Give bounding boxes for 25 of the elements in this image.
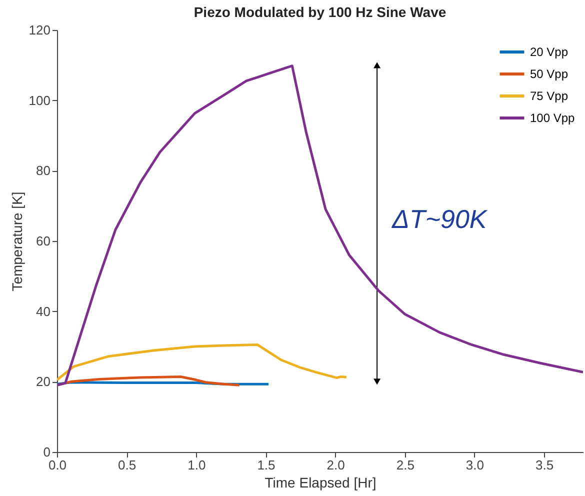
y-tick-label: 20 bbox=[36, 374, 50, 390]
y-tick-label: 0 bbox=[43, 444, 50, 460]
y-tick-label: 60 bbox=[36, 234, 50, 248]
chart-title: Piezo Modulated by 100 Hz Sine Wave bbox=[194, 4, 446, 20]
x-tick-label: 1.0 bbox=[188, 458, 206, 472]
y-tick-label: 120 bbox=[28, 22, 50, 38]
y-axis-title: Temperature [K] bbox=[8, 192, 25, 292]
y-tick-label: 100 bbox=[28, 92, 50, 108]
y-tick-label: 40 bbox=[36, 304, 50, 319]
legend-label: 20 Vpp bbox=[530, 45, 568, 59]
x-tick-label: 2.0 bbox=[326, 458, 345, 472]
legend-label: 100 Vpp bbox=[530, 111, 576, 125]
line-series bbox=[57, 64, 583, 386]
x-axis-title: Time Elapsed [Hr] bbox=[264, 474, 376, 490]
x-tick-label: 1.5 bbox=[257, 458, 276, 472]
x-tick-label: 0.0 bbox=[48, 458, 67, 472]
x-tick-label: 3.5 bbox=[536, 458, 554, 472]
legend-label: 75 Vpp bbox=[530, 89, 568, 103]
x-tick-label: 3.0 bbox=[466, 458, 484, 472]
legend-label: 50 Vpp bbox=[530, 67, 568, 81]
annotation: ΔT~90K bbox=[391, 204, 488, 234]
x-tick-label: 0.5 bbox=[118, 458, 136, 472]
x-tick-label: 2.5 bbox=[396, 458, 414, 472]
line-series bbox=[57, 343, 348, 382]
y-tick-label: 80 bbox=[36, 163, 50, 178]
